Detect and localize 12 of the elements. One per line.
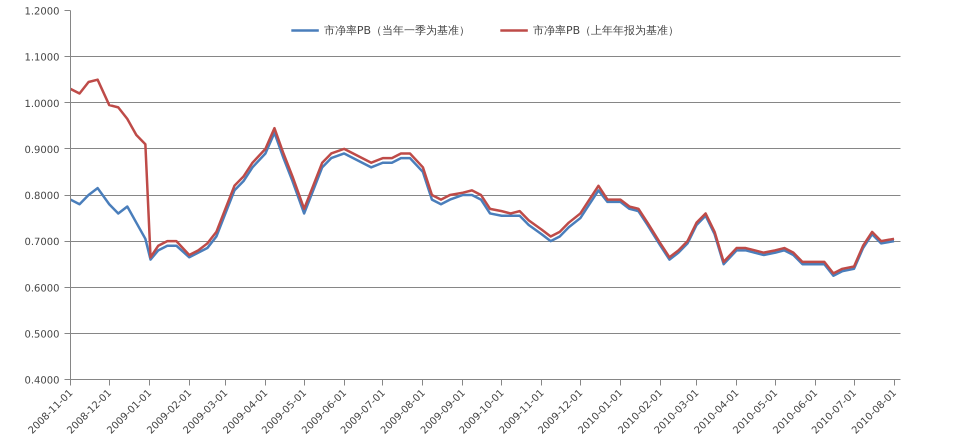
- y-tick-label: 0.5000: [24, 329, 60, 340]
- line-series: [70, 78, 896, 275]
- y-tick-label: 0.8000: [24, 191, 60, 202]
- y-tick-label: 1.0000: [24, 98, 60, 110]
- y-tick-label: 0.9000: [24, 144, 60, 156]
- y-tick-label: 1.2000: [24, 6, 60, 18]
- y-tick-label: 0.7000: [24, 237, 60, 248]
- legend-label: 市净率PB（当年一季为基准）: [324, 22, 470, 38]
- legend-label: 市净率PB（上年年报为基准）: [533, 22, 680, 38]
- y-tick-label: 0.6000: [24, 283, 60, 294]
- y-tick-label: 1.1000: [24, 52, 60, 64]
- y-tick-label: 0.4000: [24, 376, 60, 386]
